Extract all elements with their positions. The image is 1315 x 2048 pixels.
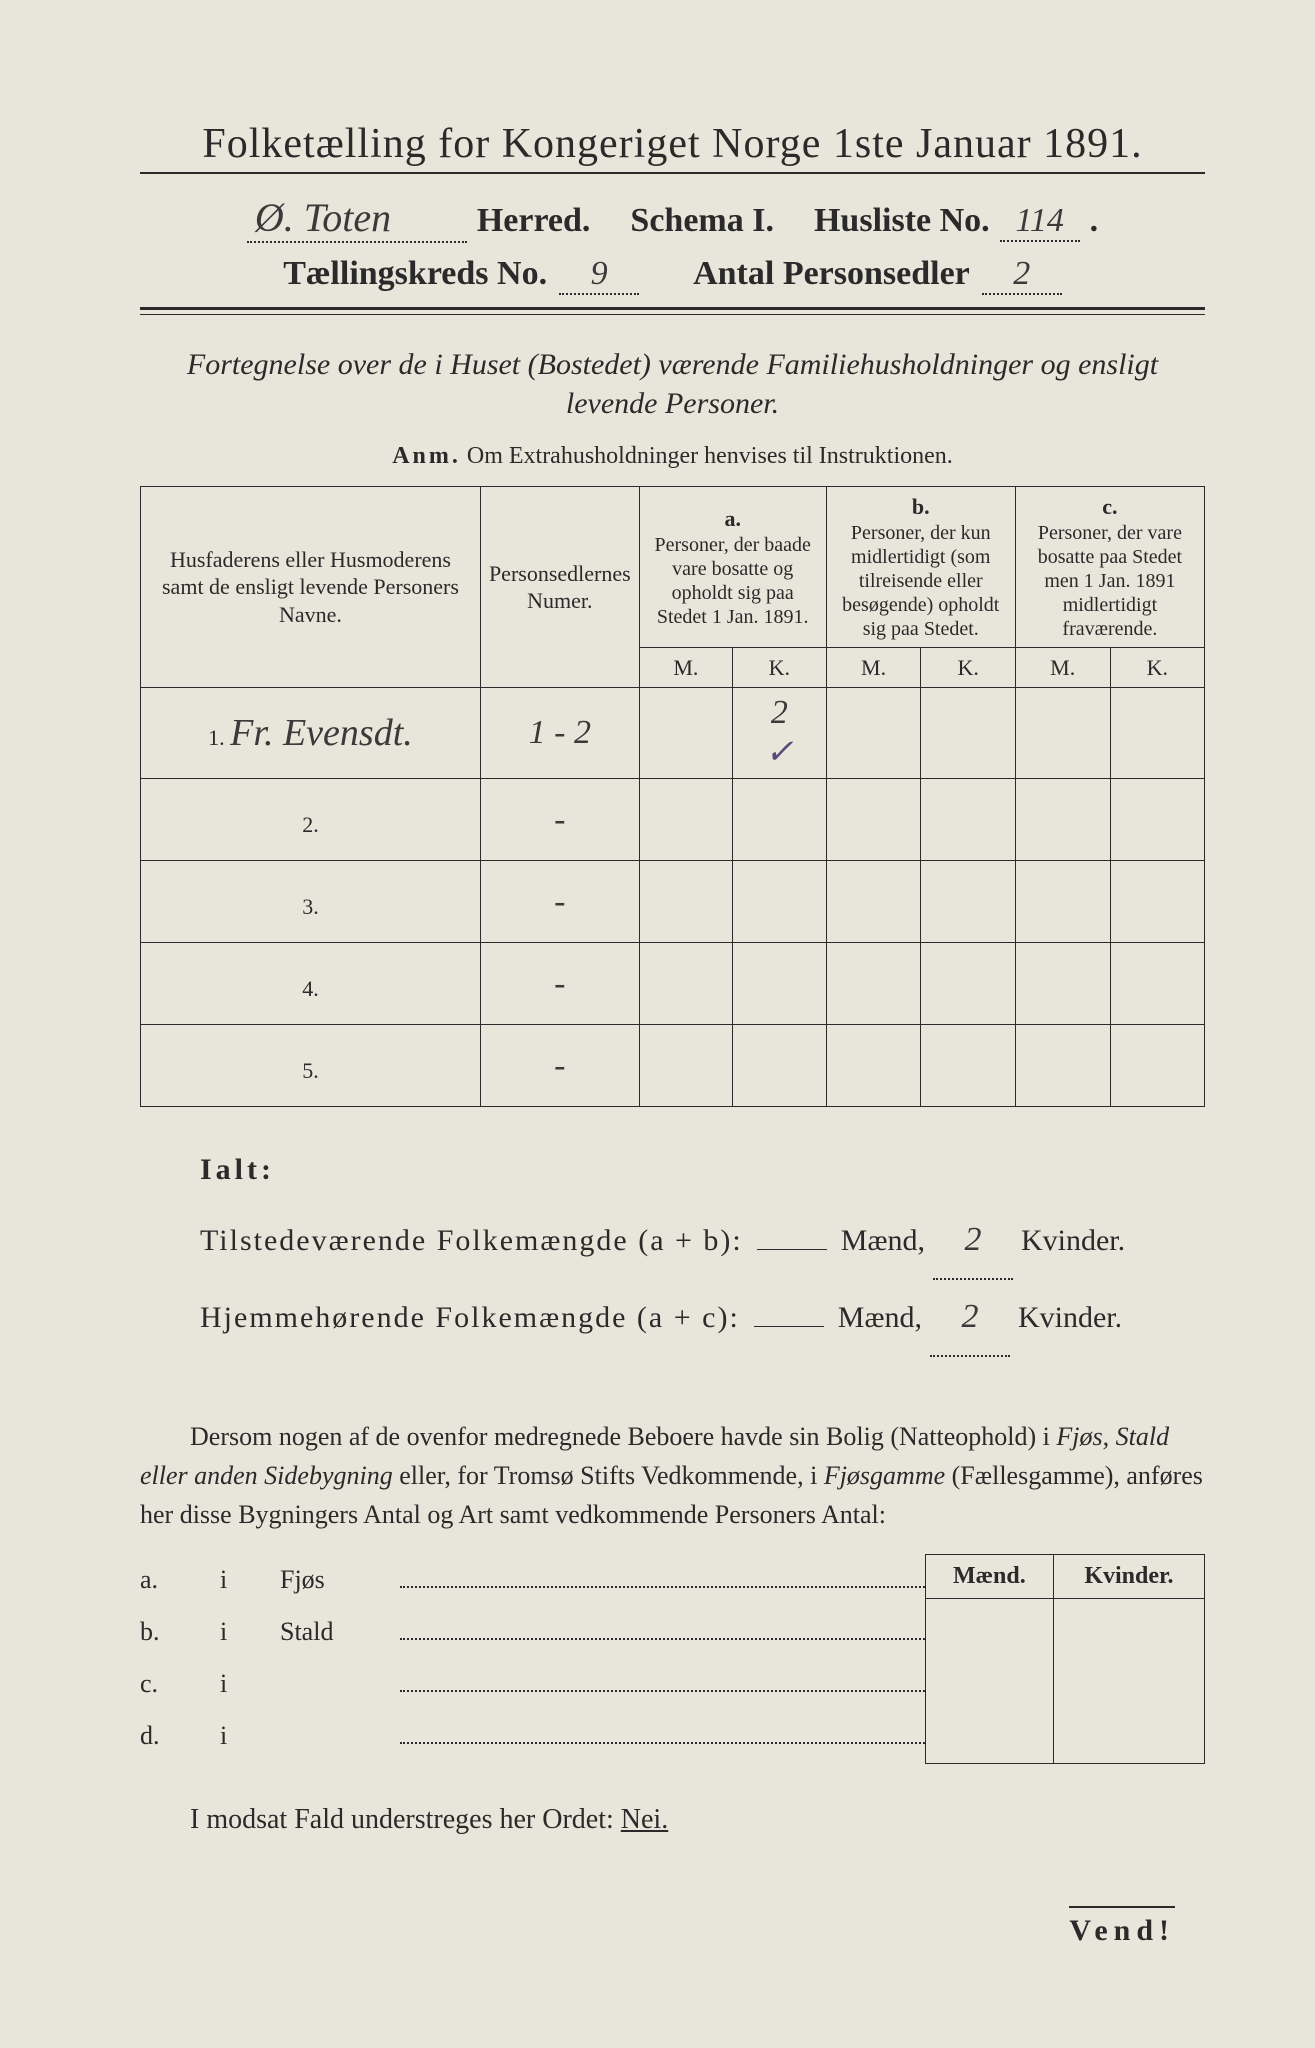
schema-label: Schema I.	[630, 202, 774, 240]
anm-text: Om Extrahusholdninger henvises til Instr…	[467, 443, 953, 469]
bygning-maend-cell	[926, 1598, 1054, 1763]
row-value-cell	[1110, 861, 1204, 943]
row-value-cell	[1015, 779, 1110, 861]
row-value-cell	[826, 779, 921, 861]
tally-2-k: 2	[930, 1280, 1010, 1357]
col-header-a: a. Personer, der baade vare bosatte og o…	[639, 487, 826, 648]
row-value-cell	[826, 943, 921, 1025]
row-value-cell	[639, 688, 732, 779]
row-numer-cell: -	[480, 861, 639, 943]
bygning-kvinder-cell	[1053, 1598, 1204, 1763]
row-value-cell	[639, 1025, 732, 1107]
herred-value: Ø. Toten	[247, 194, 467, 243]
table-row: 4. -	[141, 943, 1205, 1025]
row-value-cell	[1015, 688, 1110, 779]
col-header-b: b. Personer, der kun midlertidigt (som t…	[826, 487, 1015, 648]
row-value-cell	[826, 688, 921, 779]
row-value-cell	[733, 943, 827, 1025]
bygning-kvinder-header: Kvinder.	[1053, 1554, 1204, 1598]
table-row: 2. -	[141, 779, 1205, 861]
anm-line: Anm. Om Extrahusholdninger henvises til …	[140, 443, 1205, 470]
bygning-row: c.i	[140, 1658, 925, 1710]
row-value-cell	[921, 943, 1015, 1025]
row-value-cell	[921, 861, 1015, 943]
row-value-cell	[1015, 943, 1110, 1025]
bygning-paragraph: Dersom nogen af de ovenfor medregnede Be…	[140, 1417, 1205, 1534]
col-header-numer: Personsedlernes Numer.	[480, 487, 639, 688]
col-c-k: K.	[1110, 647, 1204, 688]
row-name-cell: 1. Fr. Evensdt.	[141, 688, 481, 779]
bygning-row: b.iStald	[140, 1606, 925, 1658]
row-value-cell	[639, 861, 732, 943]
header-line-2: Ø. Toten Herred. Schema I. Husliste No. …	[140, 194, 1205, 243]
divider-rule	[140, 307, 1205, 315]
row-numer-cell: 1 - 2	[480, 688, 639, 779]
col-a-m: M.	[639, 647, 732, 688]
table-row: 5. -	[141, 1025, 1205, 1107]
row-value-cell	[921, 779, 1015, 861]
husliste-label: Husliste No.	[814, 202, 990, 240]
tally-line-2: Hjemmehørende Folkemængde (a + c): Mænd,…	[200, 1280, 1205, 1357]
col-header-name: Husfaderens eller Husmoderens samt de en…	[141, 487, 481, 688]
row-value-cell: 2✓	[733, 688, 827, 779]
tally-section: Ialt: Tilstedeværende Folkemængde (a + b…	[140, 1137, 1205, 1357]
col-a-k: K.	[733, 647, 827, 688]
row-numer-cell: -	[480, 943, 639, 1025]
subtitle: Fortegnelse over de i Huset (Bostedet) v…	[140, 345, 1205, 423]
row-value-cell	[1110, 779, 1204, 861]
tally-1-k: 2	[933, 1203, 1013, 1280]
row-value-cell	[639, 943, 732, 1025]
row-name-cell: 4.	[141, 943, 481, 1025]
row-value-cell	[1015, 1025, 1110, 1107]
col-c-m: M.	[1015, 647, 1110, 688]
census-title: Folketælling for Kongeriget Norge 1ste J…	[140, 120, 1205, 174]
bygning-row: d.i	[140, 1710, 925, 1762]
row-value-cell	[826, 861, 921, 943]
header-line-3: Tællingskreds No. 9 Antal Personsedler 2	[140, 255, 1205, 295]
personsedler-value: 2	[982, 255, 1062, 295]
row-name-cell: 3.	[141, 861, 481, 943]
ialt-label: Ialt:	[200, 1137, 1205, 1203]
husliste-value: 114	[1000, 202, 1080, 242]
row-value-cell	[733, 1025, 827, 1107]
col-b-k: K.	[921, 647, 1015, 688]
row-value-cell	[1110, 1025, 1204, 1107]
row-value-cell	[733, 861, 827, 943]
personsedler-label: Antal Personsedler	[693, 255, 970, 293]
row-value-cell	[826, 1025, 921, 1107]
row-value-cell	[921, 1025, 1015, 1107]
main-census-table: Husfaderens eller Husmoderens samt de en…	[140, 486, 1205, 1107]
bygning-section: a.iFjøsb.iStaldc.id.i Mænd. Kvinder.	[140, 1554, 1205, 1764]
anm-label: Anm.	[392, 443, 461, 469]
row-value-cell	[733, 779, 827, 861]
kreds-label: Tællingskreds No.	[283, 255, 547, 293]
nei-word: Nei.	[621, 1804, 668, 1835]
bygning-mk-table: Mænd. Kvinder.	[925, 1554, 1205, 1764]
tally-line-1: Tilstedeværende Folkemængde (a + b): Mæn…	[200, 1203, 1205, 1280]
col-header-c: c. Personer, der vare bosatte paa Stedet…	[1015, 487, 1204, 648]
row-numer-cell: -	[480, 779, 639, 861]
bygning-list: a.iFjøsb.iStaldc.id.i	[140, 1554, 925, 1764]
bygning-row: a.iFjøs	[140, 1554, 925, 1606]
vend-label: Vend!	[1069, 1906, 1175, 1948]
row-name-cell: 2.	[141, 779, 481, 861]
row-value-cell	[1110, 943, 1204, 1025]
col-b-m: M.	[826, 647, 921, 688]
modsat-line: I modsat Fald understreges her Ordet: Ne…	[140, 1804, 1205, 1836]
herred-label: Herred.	[477, 202, 591, 240]
row-name-cell: 5.	[141, 1025, 481, 1107]
row-value-cell	[921, 688, 1015, 779]
row-value-cell	[1110, 688, 1204, 779]
row-value-cell	[1015, 861, 1110, 943]
kreds-value: 9	[559, 255, 639, 295]
row-numer-cell: -	[480, 1025, 639, 1107]
row-value-cell	[639, 779, 732, 861]
table-row: 3. -	[141, 861, 1205, 943]
table-row: 1. Fr. Evensdt.1 - 2 2✓	[141, 688, 1205, 779]
bygning-maend-header: Mænd.	[926, 1554, 1054, 1598]
